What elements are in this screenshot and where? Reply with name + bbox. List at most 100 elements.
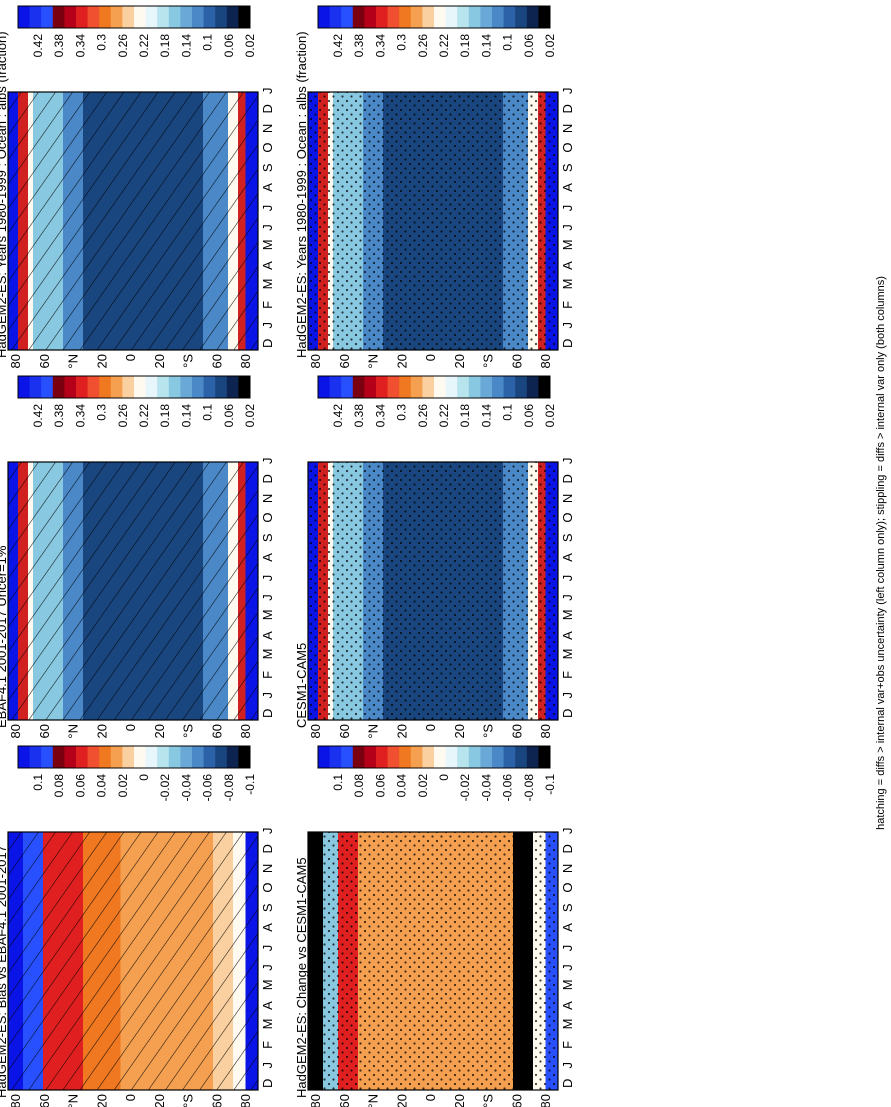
panel-title: HadGEM2-ES: Years 1980-1999 : Ocean : al… bbox=[294, 31, 309, 358]
colorbar-swatch bbox=[192, 746, 205, 768]
lat-tick-label: °N bbox=[366, 724, 381, 739]
colorbar-swatch bbox=[399, 376, 412, 398]
colorbar-tick-label: 0.38 bbox=[352, 34, 366, 58]
month-tick-label: D bbox=[260, 474, 275, 483]
month-tick-label: A bbox=[260, 631, 275, 640]
colorbar-tick-label: 0.34 bbox=[73, 404, 87, 428]
colorbar-swatch bbox=[122, 376, 135, 398]
lat-tick-label: 80 bbox=[538, 354, 553, 368]
month-tick-label: J bbox=[260, 322, 275, 329]
colorbar-swatch bbox=[445, 6, 458, 28]
month-tick-label: F bbox=[560, 301, 575, 309]
colorbar-tick-label: 0.26 bbox=[116, 34, 130, 58]
month-tick-label: S bbox=[560, 533, 575, 542]
lat-tick-label: 20 bbox=[394, 354, 409, 368]
month-tick-label: S bbox=[260, 533, 275, 542]
colorbar-swatch bbox=[76, 6, 89, 28]
colorbar-tick-label: 0.38 bbox=[52, 34, 66, 58]
colorbar-tick-label: 0.08 bbox=[352, 774, 366, 798]
lat-tick-label: 60 bbox=[509, 1094, 524, 1107]
month-tick-label: A bbox=[260, 553, 275, 562]
colorbar-tick-label: -0.1 bbox=[543, 774, 557, 795]
colorbar-swatch bbox=[168, 376, 181, 398]
colorbar-swatch bbox=[480, 746, 493, 768]
colorbar-swatch bbox=[445, 746, 458, 768]
colorbar-swatch bbox=[76, 746, 89, 768]
colorbar-swatch bbox=[145, 6, 158, 28]
colorbar-swatch bbox=[376, 6, 389, 28]
colorbar-swatch bbox=[110, 6, 123, 28]
colorbar-swatch bbox=[399, 746, 412, 768]
colorbar-swatch bbox=[492, 6, 505, 28]
colorbar-tick-label: 0.42 bbox=[31, 404, 45, 428]
month-tick-label: J bbox=[260, 692, 275, 699]
colorbar-swatch bbox=[87, 376, 100, 398]
colorbar-swatch bbox=[134, 376, 147, 398]
lat-tick-label: 80 bbox=[238, 354, 253, 368]
month-tick-label: D bbox=[260, 104, 275, 113]
colorbar-swatch bbox=[468, 6, 481, 28]
lat-tick-label: 20 bbox=[394, 1094, 409, 1107]
colorbar-swatch bbox=[364, 376, 377, 398]
colorbar-swatch bbox=[422, 746, 435, 768]
colorbar-swatch bbox=[203, 6, 216, 28]
month-tick-label: O bbox=[560, 882, 575, 892]
month-tick-label: N bbox=[260, 494, 275, 503]
colorbar-swatch bbox=[515, 376, 528, 398]
month-tick-label: M bbox=[260, 649, 275, 660]
panel-title: HadGEM2-ES: Years 1980-1999 : Ocean : al… bbox=[0, 31, 9, 358]
month-tick-label: O bbox=[260, 512, 275, 522]
colorbar-tick-label: -0.08 bbox=[222, 774, 236, 802]
month-tick-label: N bbox=[560, 494, 575, 503]
colorbar-swatch bbox=[87, 6, 100, 28]
month-tick-label: M bbox=[560, 609, 575, 620]
colorbar-tick-label: -0.08 bbox=[522, 774, 536, 802]
month-tick-label: D bbox=[560, 474, 575, 483]
month-tick-label: A bbox=[260, 1001, 275, 1010]
colorbar-swatch bbox=[157, 746, 170, 768]
month-tick-label: D bbox=[260, 709, 275, 718]
lat-tick-label: 20 bbox=[452, 354, 467, 368]
colorbar-swatch bbox=[329, 746, 342, 768]
month-tick-label: M bbox=[260, 1019, 275, 1030]
month-tick-label: J bbox=[560, 828, 575, 835]
colorbar-swatch bbox=[468, 746, 481, 768]
month-tick-label: D bbox=[560, 1079, 575, 1088]
colorbar-swatch bbox=[364, 746, 377, 768]
month-tick-label: J bbox=[560, 88, 575, 95]
colorbar-swatch bbox=[434, 746, 447, 768]
month-tick-label: M bbox=[560, 239, 575, 250]
colorbar-swatch bbox=[238, 746, 251, 768]
month-tick-label: A bbox=[560, 183, 575, 192]
colorbar-swatch bbox=[110, 376, 123, 398]
colorbar: 0.42 0.38 0.34 0.3 0.26 0.22 0.18 0.14 0.1 0.06 0.… bbox=[17, 375, 257, 428]
colorbar-swatch bbox=[41, 746, 54, 768]
colorbar-tick-label: -0.04 bbox=[479, 774, 493, 802]
colorbar-swatch bbox=[41, 376, 54, 398]
month-tick-label: J bbox=[260, 1062, 275, 1069]
colorbar-swatch bbox=[87, 746, 100, 768]
month-tick-label: D bbox=[560, 844, 575, 853]
lat-tick-label: 20 bbox=[152, 724, 167, 738]
month-tick-label: J bbox=[560, 322, 575, 329]
colorbar-swatch bbox=[410, 6, 423, 28]
lat-tick-label: °S bbox=[481, 354, 496, 368]
lat-tick-label: 60 bbox=[209, 1094, 224, 1107]
lat-tick-label: 20 bbox=[94, 1094, 109, 1107]
lat-tick-label: °S bbox=[481, 724, 496, 738]
month-tick-label: A bbox=[260, 261, 275, 270]
month-tick-label: D bbox=[560, 709, 575, 718]
colorbar-tick-label: -0.1 bbox=[243, 774, 257, 795]
colorbar-tick-label: 0.14 bbox=[179, 34, 193, 58]
colorbar: 0.1 0.08 0.06 0.04 0.02 0 -0.02 -0.04 -0.06 -0.08… bbox=[17, 745, 257, 802]
month-tick-label: J bbox=[560, 692, 575, 699]
panel-right-middle: 0.42 0.38 0.34 0.3 0.26 0.22 0.18 0.14 0.1 0.06 0.… bbox=[294, 375, 575, 739]
colorbar-tick-label: 0.02 bbox=[543, 404, 557, 428]
colorbar-swatch bbox=[503, 746, 516, 768]
lat-tick-label: 60 bbox=[209, 354, 224, 368]
colorbar-swatch bbox=[318, 376, 331, 398]
lat-tick-label: 20 bbox=[452, 1094, 467, 1107]
colorbar: 0.1 0.08 0.06 0.04 0.02 0 -0.02 -0.04 -0.06 -0.08… bbox=[317, 745, 557, 802]
